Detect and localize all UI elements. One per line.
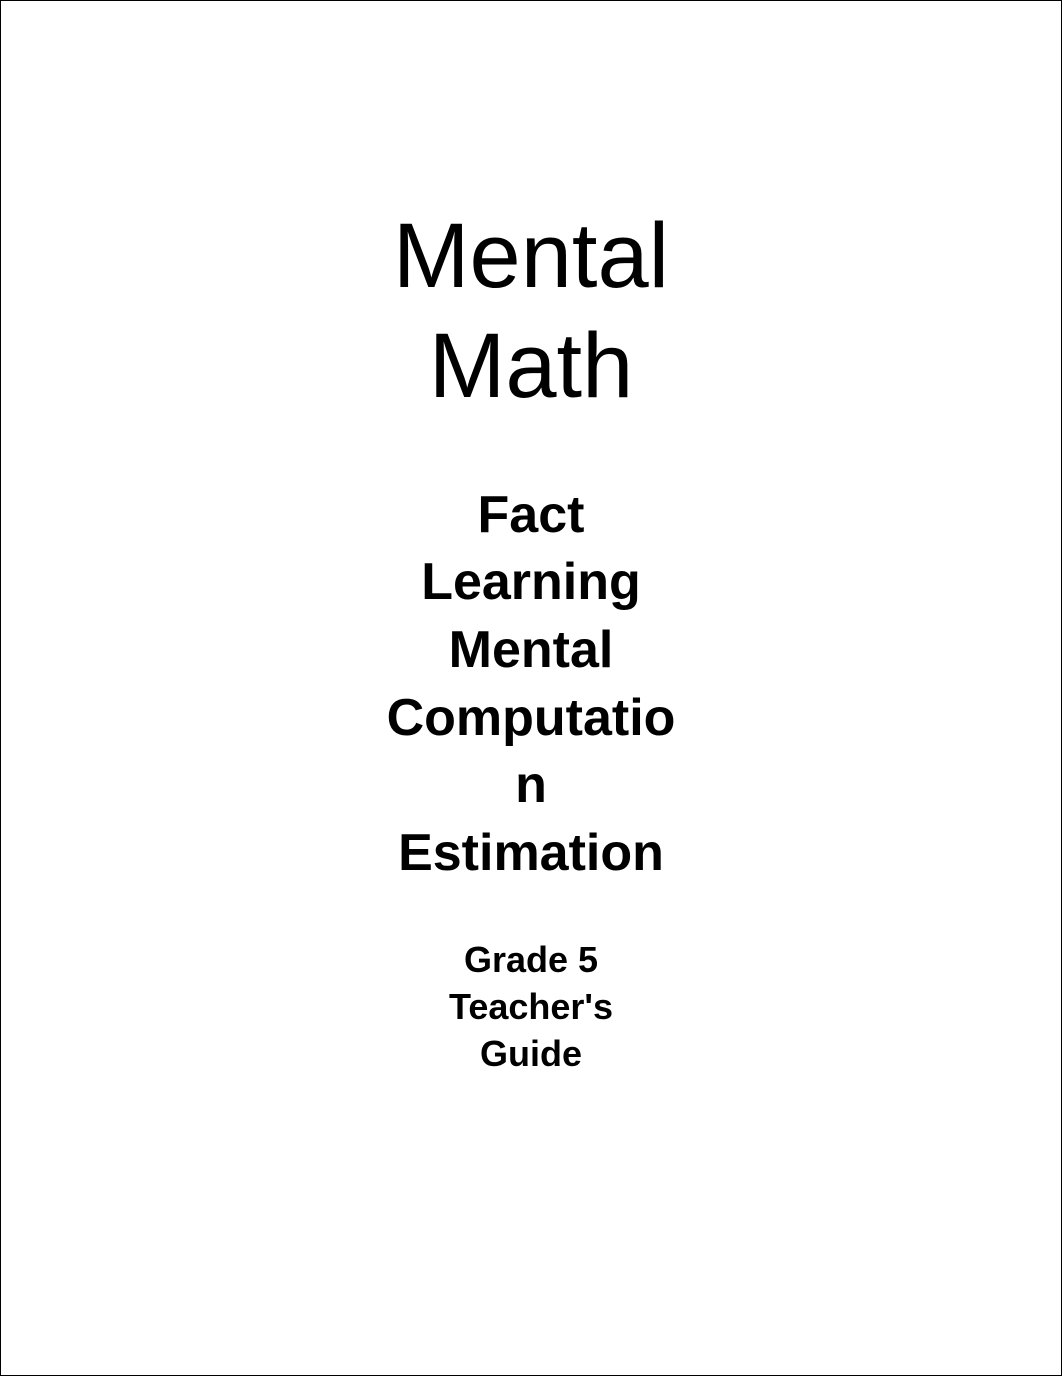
grade-line-1: Grade 5 <box>449 937 613 984</box>
subtitle-line-4: Computatio <box>387 685 676 753</box>
title-line-1: Mental <box>393 201 669 311</box>
main-title: Mental Math <box>393 201 669 422</box>
subtitle-line-6: Estimation <box>387 820 676 888</box>
grade-line-3: Guide <box>449 1031 613 1078</box>
grade-line-2: Teacher's <box>449 984 613 1031</box>
subtitle-line-5: n <box>387 752 676 820</box>
subtitle-line-3: Mental <box>387 617 676 685</box>
subtitle-line-2: Learning <box>387 549 676 617</box>
grade-block: Grade 5 Teacher's Guide <box>449 937 613 1077</box>
subtitle-block: Fact Learning Mental Computatio n Estima… <box>387 482 676 888</box>
page-container: Mental Math Fact Learning Mental Computa… <box>0 0 1062 1376</box>
title-line-2: Math <box>393 311 669 421</box>
subtitle-line-1: Fact <box>387 482 676 550</box>
